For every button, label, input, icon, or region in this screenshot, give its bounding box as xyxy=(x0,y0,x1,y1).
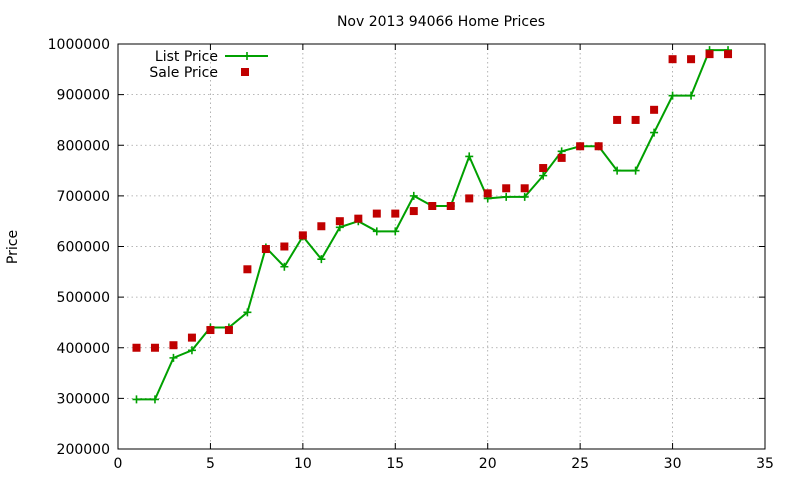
x-tick-label: 5 xyxy=(206,456,215,472)
sale-price-point xyxy=(539,164,548,173)
list-price-point xyxy=(650,128,659,137)
x-tick-label: 0 xyxy=(114,456,123,472)
sale-price-point xyxy=(372,209,381,218)
legend-key-sale-price xyxy=(241,68,249,76)
chart-title: Nov 2013 94066 Home Prices xyxy=(337,14,545,30)
y-tick-label: 400000 xyxy=(57,341,110,357)
legend-marker-sale-price xyxy=(241,68,249,76)
sale-price-point xyxy=(576,142,585,151)
list-price-point xyxy=(150,395,159,404)
list-price-point xyxy=(317,255,326,264)
sale-price-point xyxy=(409,207,418,216)
list-price-line xyxy=(136,49,729,401)
list-price-point xyxy=(631,166,640,175)
list-price-point xyxy=(668,91,677,100)
axis-ticks: 0 5 10 15 20 25 30 35 200000 300000 400000 500000 60… xyxy=(48,37,774,472)
sale-price-point xyxy=(631,115,640,124)
y-tick-label: 300000 xyxy=(57,391,110,407)
list-price-point xyxy=(687,91,696,100)
legend-marker-list-price xyxy=(243,52,251,60)
list-price-point xyxy=(409,191,418,200)
x-tick-label: 20 xyxy=(479,456,497,472)
sale-price-point xyxy=(224,326,233,335)
list-price-point xyxy=(187,346,196,355)
list-price-point xyxy=(613,166,622,175)
y-tick-label: 200000 xyxy=(57,442,110,458)
legend: List Price Sale Price xyxy=(149,49,268,81)
sale-price-point xyxy=(132,343,141,352)
sale-price-point xyxy=(280,242,289,251)
sale-price-point xyxy=(298,231,307,240)
legend-label-sale-price: Sale Price xyxy=(149,65,218,81)
legend-key-list-price xyxy=(225,52,268,60)
y-tick-label: 500000 xyxy=(57,290,110,306)
list-price-point xyxy=(465,152,474,161)
sale-price-point xyxy=(520,184,529,193)
sale-price-point xyxy=(705,50,714,59)
y-axis-label: Price xyxy=(5,230,21,264)
sale-price-point xyxy=(187,333,196,342)
list-price-point xyxy=(520,192,529,201)
sale-price-point xyxy=(724,50,733,59)
x-tick-label: 15 xyxy=(386,456,404,472)
list-price-point xyxy=(132,395,141,404)
sale-price-point xyxy=(335,217,344,226)
y-tick-label: 1000000 xyxy=(48,37,110,53)
sale-price-point xyxy=(668,55,677,64)
sale-price-point xyxy=(650,105,659,114)
y-tick-label: 800000 xyxy=(57,138,110,154)
sale-price-point xyxy=(428,202,437,210)
sale-price-point xyxy=(150,343,159,352)
list-price-point xyxy=(372,227,381,236)
sale-price-point xyxy=(502,184,511,193)
y-tick-label: 600000 xyxy=(57,240,110,256)
sale-price-point xyxy=(465,194,474,203)
x-tick-label: 30 xyxy=(664,456,682,472)
sale-price-point xyxy=(557,153,566,162)
sale-price-point xyxy=(483,189,492,198)
sale-price-point xyxy=(446,202,455,210)
sale-price-point xyxy=(391,209,400,218)
x-tick-label: 35 xyxy=(756,456,774,472)
x-tick-label: 25 xyxy=(571,456,589,472)
sale-price-point xyxy=(169,341,178,350)
sale-price-point xyxy=(317,222,326,231)
list-price-point xyxy=(539,171,548,180)
sale-price-point xyxy=(206,326,215,335)
list-price-point xyxy=(391,227,400,236)
grid xyxy=(118,44,765,449)
y-tick-label: 700000 xyxy=(57,189,110,205)
sale-price-point xyxy=(613,115,622,124)
list-price-point xyxy=(243,308,252,317)
sale-price-point xyxy=(261,245,270,254)
y-tick-label: 900000 xyxy=(57,88,110,104)
x-tick-label: 10 xyxy=(294,456,312,472)
sale-price-point xyxy=(243,265,252,274)
list-price-point xyxy=(169,353,178,362)
sale-price-point xyxy=(354,214,363,223)
sale-price-point xyxy=(594,142,603,151)
list-price-point xyxy=(280,262,289,271)
series xyxy=(132,46,733,404)
sale-price-point xyxy=(687,55,696,64)
list-price-point xyxy=(502,192,511,201)
legend-label-list-price: List Price xyxy=(155,49,218,65)
